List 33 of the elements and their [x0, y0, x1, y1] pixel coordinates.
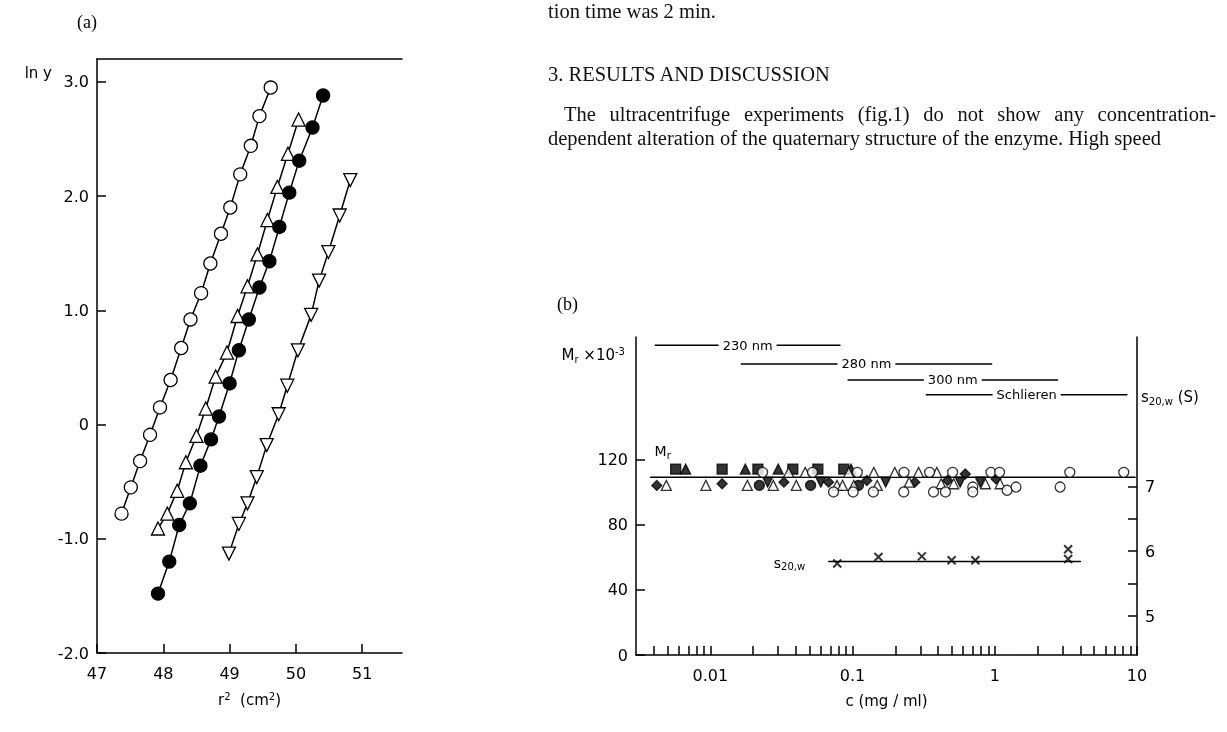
text: 3. RESULTS AND DISCUSSION [548, 63, 831, 86]
x-tick-label: 47 [86, 663, 108, 683]
y-tick-label: 0 [617, 645, 628, 665]
y-tick-label: 120 [597, 449, 628, 469]
x-axis-title: c (mg / ml) [845, 691, 928, 710]
x-tick-label: 1 [989, 665, 1000, 685]
y-tick-label: 1.0 [63, 300, 89, 320]
x-tick-label: 51 [352, 663, 373, 683]
x-tick-label: 0.1 [839, 665, 866, 685]
y-tick-label: 40 [607, 580, 628, 600]
y-tick-label: 2.0 [63, 186, 89, 206]
y-axis-title: ln y [24, 64, 53, 82]
chart-title: (a) [77, 12, 97, 33]
y-tick-label: 0 [78, 415, 89, 435]
series-label: 280 nm [841, 356, 892, 372]
text: tion time was 2 min. [548, 0, 717, 23]
x-tick-label: 10 [1126, 665, 1148, 685]
series-label: 300 nm [927, 372, 978, 388]
y2-tick-label: 5 [1145, 606, 1156, 626]
x-tick-label: 0.01 [692, 665, 729, 685]
y-tick-label: -1.0 [57, 529, 89, 549]
y-tick-label: -2.0 [57, 643, 89, 663]
x-tick-label: 49 [219, 663, 240, 683]
y2-tick-label: 7 [1145, 476, 1156, 496]
x-tick-label: 50 [285, 663, 307, 683]
text: The ultracentrifuge experiments (fig.1) do not show any concentration-dependent alteration of the quaternary structure of the enzyme. High speed [548, 102, 1216, 150]
series-label: Schlieren [996, 387, 1057, 403]
x-tick-label: 48 [153, 663, 174, 683]
series-label: 230 nm [722, 337, 773, 353]
y2-tick-label: 6 [1145, 541, 1156, 561]
y-tick-label: 80 [607, 515, 628, 535]
chart-title: (b) [557, 294, 578, 315]
y-tick-label: 3.0 [63, 72, 89, 92]
